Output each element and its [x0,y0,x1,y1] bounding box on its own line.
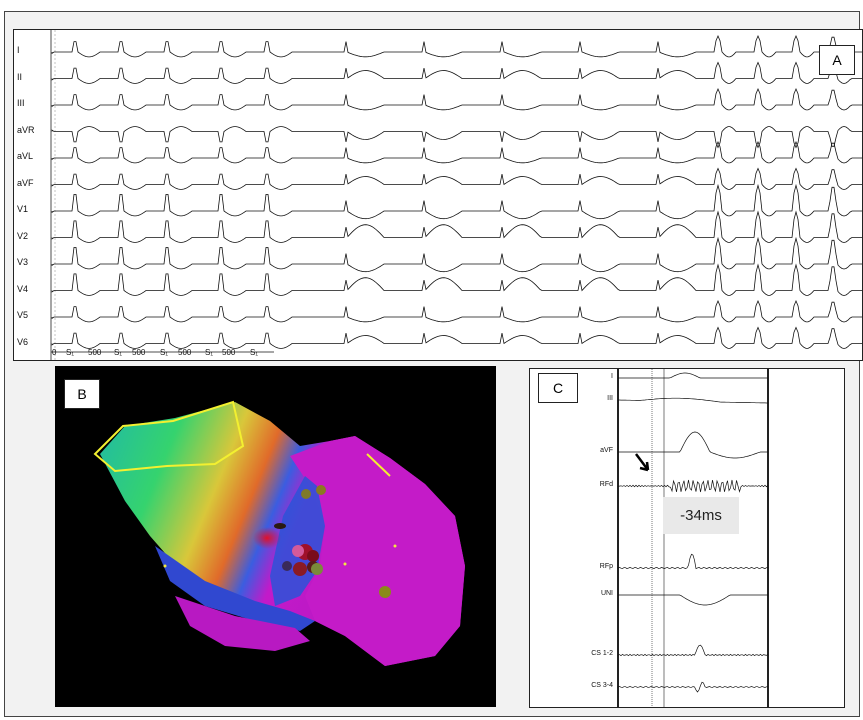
scale-label: S₁ [66,348,75,357]
intracardiac-trace [617,644,769,657]
channel-label: III [607,395,613,402]
lead-label: II [17,71,23,82]
channel-label: CS 1-2 [591,650,613,657]
ecg-trace [51,61,862,84]
intracardiac-traces [617,369,769,707]
lead-label: V6 [17,336,29,347]
lead-label: V3 [17,257,29,267]
lead-label: aVR [17,124,35,135]
measurement-label: -34ms [663,497,739,534]
ecg-trace [51,140,862,164]
valve-outline-right [366,453,391,477]
scale-label: 500 [178,348,192,357]
channel-label: I [611,373,613,380]
scale-label: 500 [88,348,102,357]
intracardiac-trace [618,594,768,606]
magenta-region [290,436,465,666]
lead-label: V4 [17,283,29,294]
scale-label: S₁ [205,348,214,357]
ecg-trace [51,34,862,58]
lower-magenta [175,596,310,651]
intracardiac-trace [617,553,769,570]
ecg-trace [51,126,862,149]
channel-label: RFd [599,481,613,488]
intracardiac-panel-c [529,368,845,708]
lower-blue [155,546,315,631]
ecg-trace [51,210,862,243]
ecg-trace [51,87,862,111]
intracardiac-trace [617,479,769,493]
scale-label: 500 [132,348,146,357]
panel-b-tag: B [64,379,100,409]
intracardiac-trace [618,431,768,459]
ecg-traces [50,30,862,360]
channel-label: UNI [600,590,613,597]
ecg-trace [51,326,862,349]
channel-label: RFp [599,563,613,570]
lead-label: I [17,45,20,55]
lead-label: V1 [17,204,29,214]
intracardiac-trace [618,397,768,404]
ecg-trace [51,183,862,220]
blue-border [270,476,325,606]
lead-label: III [17,98,25,108]
scale-label: 0 [52,348,57,357]
channel-label: aVF [600,447,613,454]
scale-label: S₁ [160,348,169,357]
panel-a-tag: A [819,45,855,75]
ecg-trace [51,263,862,296]
intracardiac-trace [617,681,769,693]
ecg-trace [51,236,862,273]
panel-c-tag: C [538,373,578,403]
scale-label: S₁ [250,348,259,357]
activation-map [93,400,465,666]
scale-label: 500 [222,348,236,357]
arrow-icon [635,453,650,472]
channel-label: CS 3-4 [591,682,613,689]
intracardiac-trace [618,372,768,379]
lead-label: V2 [17,230,29,241]
electroanatomic-map-b [55,366,496,707]
scale-label: S₁ [114,348,123,357]
ecg-trace [51,299,862,323]
ecg-panel-a [13,29,863,361]
lead-label: aVL [17,151,34,161]
lead-label: V5 [17,310,29,320]
ecg-trace [51,167,862,190]
lead-label: aVF [17,177,34,188]
valve-outline [93,400,245,473]
